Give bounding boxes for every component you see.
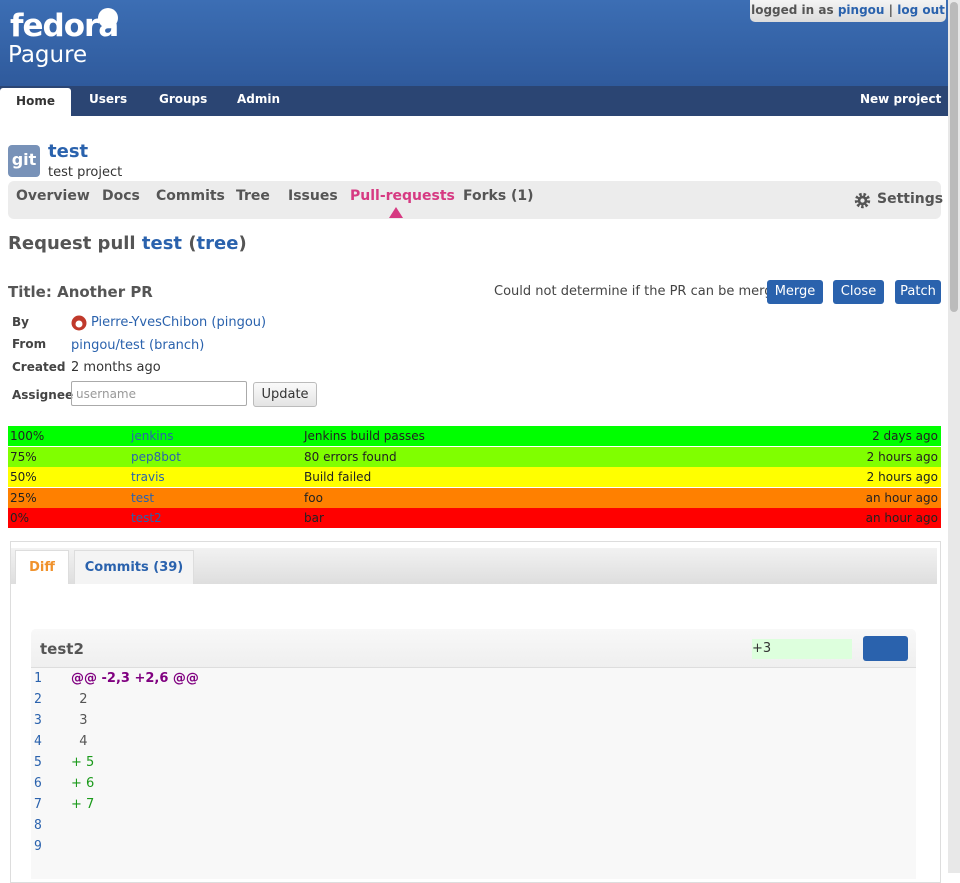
flag-time: 2 hours ago <box>866 449 938 464</box>
hunk-header: @@ -2,3 +2,6 @@ <box>71 671 199 686</box>
active-marker <box>389 207 403 218</box>
settings-icon <box>854 192 871 209</box>
flag-time: an hour ago <box>865 490 938 505</box>
logout-link[interactable]: log out <box>897 3 945 17</box>
user-link[interactable]: pingou <box>837 3 885 17</box>
branch-link[interactable]: tree <box>196 233 239 254</box>
line-number[interactable]: 5 <box>34 755 42 770</box>
line-content: + 7 <box>71 797 95 812</box>
page-heading: Request pull test (tree) <box>8 233 247 254</box>
flag-comment: 80 errors found <box>304 449 397 464</box>
diff-tab-active[interactable]: Diff <box>15 550 69 584</box>
nav-item[interactable]: Users <box>89 92 128 106</box>
scroll-thumb[interactable] <box>950 2 958 312</box>
flag-comment: bar <box>304 511 324 525</box>
file-stat: +3 <box>752 639 852 659</box>
branch-link[interactable]: pingou/test (branch) <box>71 338 205 353</box>
flag-time: 2 days ago <box>872 429 938 443</box>
flag-time: 2 hours ago <box>866 470 938 484</box>
tab[interactable]: Issues <box>288 188 338 204</box>
diff-tab[interactable]: Commits (39) <box>74 550 194 584</box>
project-icon: git <box>8 145 40 177</box>
created-date: 2 months ago <box>71 360 161 375</box>
tab[interactable]: Commits <box>156 188 225 204</box>
assignee-input[interactable]: username <box>71 381 247 406</box>
project-link[interactable]: test <box>141 233 183 254</box>
patch-button[interactable]: Patch <box>895 280 941 304</box>
line-content: 2 <box>71 692 88 707</box>
nav-item[interactable]: Home <box>0 88 71 116</box>
flag-comment: foo <box>304 490 323 505</box>
flag-user[interactable]: jenkins <box>131 429 174 443</box>
close-button[interactable]: Close <box>833 280 884 304</box>
line-number[interactable]: 1 <box>34 671 42 686</box>
flag-percent: 75% <box>10 449 37 464</box>
file-box <box>31 629 916 879</box>
file-button[interactable] <box>863 636 908 661</box>
user-box: logged in as pingou | log out <box>750 0 946 22</box>
tab-active[interactable]: Pull-requests <box>350 188 455 204</box>
line-number[interactable]: 2 <box>34 692 42 707</box>
flag-row: 100% jenkins Jenkins build passes 2 days ag… <box>8 426 941 446</box>
flag-user[interactable]: travis <box>131 470 165 484</box>
tab[interactable]: Overview <box>16 188 90 204</box>
nav-item[interactable]: Groups <box>159 92 208 106</box>
flag-user[interactable]: test2 <box>131 511 162 525</box>
project-description: test project <box>48 165 123 180</box>
pr-title: Title: Another PR <box>8 283 153 301</box>
flag-user[interactable]: pep8bot <box>131 449 181 464</box>
settings[interactable]: Settings <box>877 191 944 207</box>
update-button[interactable]: Update <box>253 382 317 407</box>
flag-percent: 25% <box>10 490 37 505</box>
flag-row: 75% pep8bot 80 errors found 2 hours ago <box>8 446 941 467</box>
tab[interactable]: Tree <box>236 188 270 204</box>
line-number[interactable]: 6 <box>34 776 42 791</box>
separator: | <box>888 3 894 17</box>
flag-comment: Jenkins build passes <box>304 429 425 443</box>
detail-label: Created <box>12 360 66 374</box>
merge-button[interactable]: Merge <box>767 280 823 304</box>
file-name: test2 <box>40 640 84 658</box>
logged-in-text: logged in as <box>751 3 834 17</box>
nav-bar: Home Users Groups Admin New project <box>0 86 948 116</box>
flag-time: an hour ago <box>865 511 938 525</box>
line-number[interactable]: 9 <box>34 839 42 854</box>
flag-row: 0% test2 bar an hour ago <box>8 508 941 528</box>
flag-percent: 100% <box>10 429 45 443</box>
project-name[interactable]: test <box>48 141 89 162</box>
avatar <box>71 315 87 331</box>
line-number[interactable]: 4 <box>34 734 42 749</box>
line-number[interactable]: 3 <box>34 713 42 728</box>
detail-label: Assignee <box>12 388 74 402</box>
author-link[interactable]: Pierre-YvesChibon (pingou) <box>91 315 267 330</box>
flag-comment: Build failed <box>304 470 372 484</box>
paren: ( <box>188 233 197 254</box>
tab[interactable]: Forks (1) <box>463 188 534 204</box>
app-name[interactable]: Pagure <box>8 42 88 68</box>
paren: ) <box>238 233 247 254</box>
tab[interactable]: Docs <box>102 188 140 204</box>
detail-label: By <box>12 315 29 329</box>
project-tabs: Overview Docs Commits Tree Issues Pull-r… <box>8 181 944 219</box>
line-content: + 6 <box>71 776 95 791</box>
line-number[interactable]: 8 <box>34 818 42 833</box>
flag-percent: 50% <box>10 470 37 484</box>
nav-item[interactable]: Admin <box>237 92 281 106</box>
flag-user[interactable]: test <box>131 490 155 505</box>
line-number[interactable]: 7 <box>34 797 42 812</box>
new-project[interactable]: New project <box>860 92 942 106</box>
line-content: + 5 <box>71 755 95 770</box>
flag-row: 50% travis Build failed 2 hours ago <box>8 467 941 487</box>
line-content: 3 <box>71 713 88 728</box>
flag-row: 25% test foo an hour ago <box>8 487 941 508</box>
detail-label: From <box>12 337 47 351</box>
logo-icon <box>98 8 118 28</box>
heading-text: Request pull <box>8 233 136 254</box>
flag-percent: 0% <box>10 511 30 525</box>
merge-status: Could not determine if the PR can be mer… <box>494 284 789 299</box>
line-content: 4 <box>71 734 88 749</box>
